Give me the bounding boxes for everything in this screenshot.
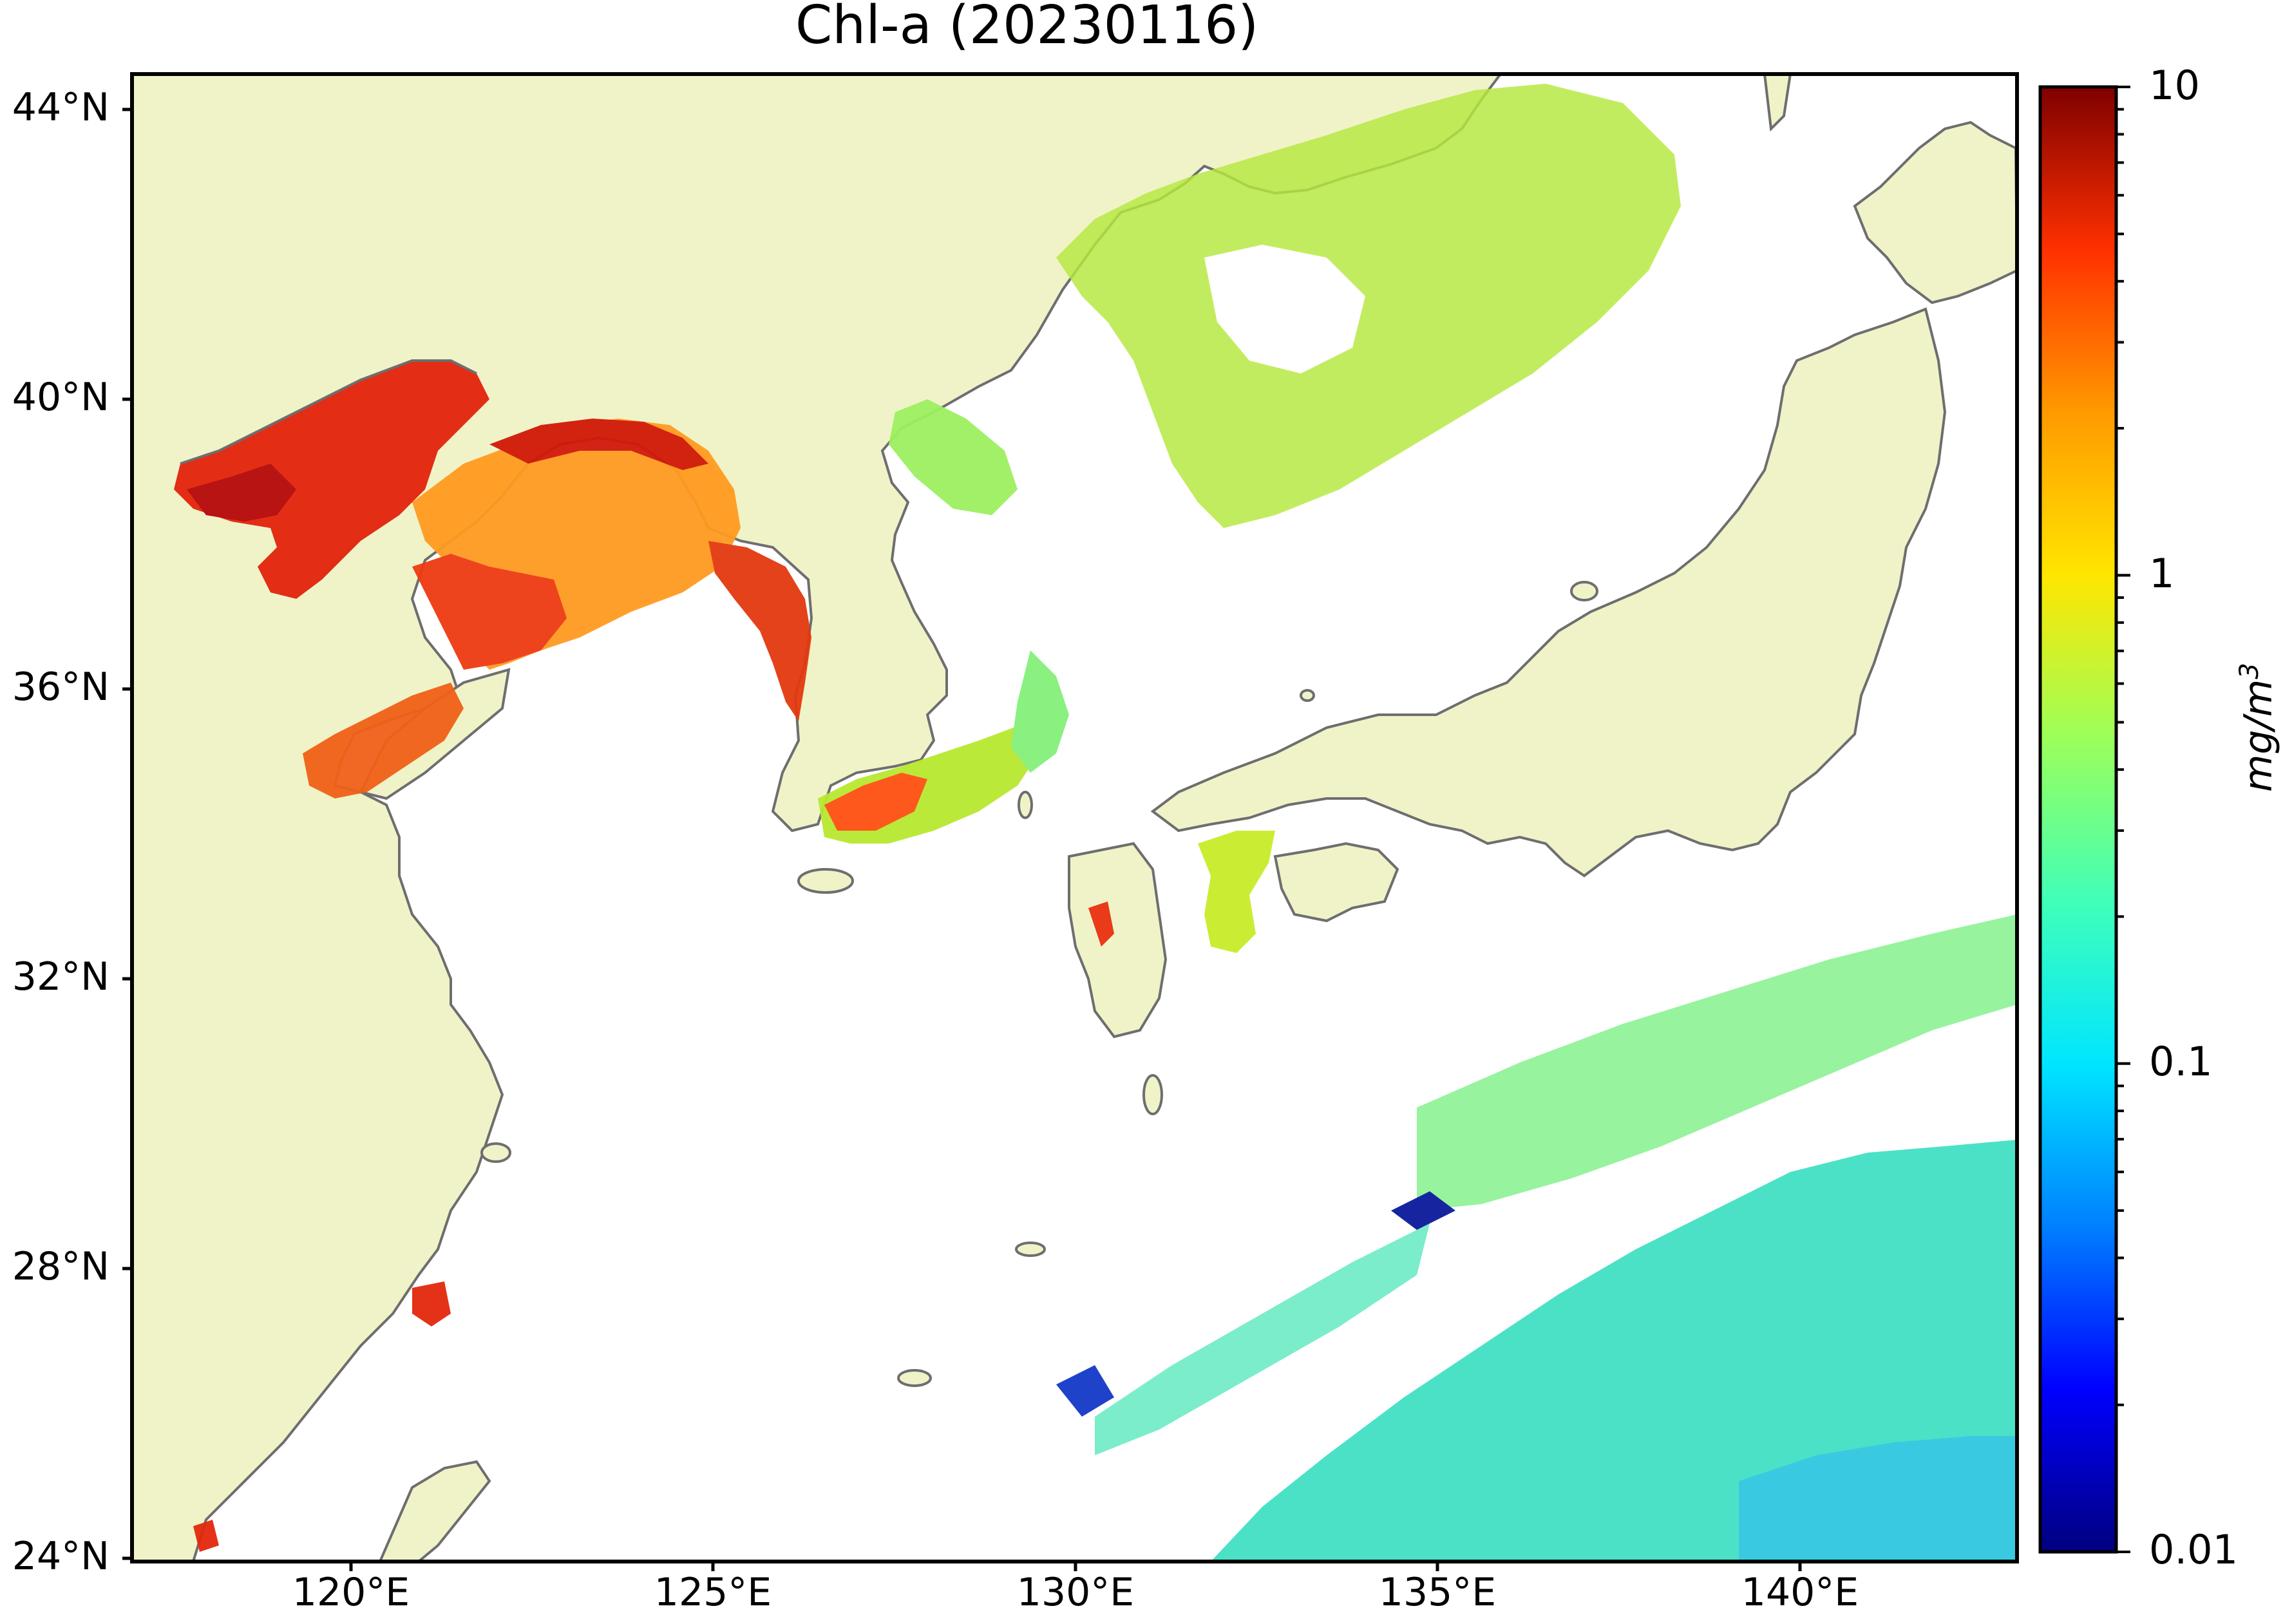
lon-label-120: 120°E (292, 1570, 410, 1615)
chl-deep-blue-streak (1391, 1191, 1455, 1230)
colorbar-unit-base: mg/m (2236, 679, 2281, 792)
chl-pacific-blue (1739, 1436, 2017, 1562)
land-mainland-asia (132, 74, 1502, 1562)
chl-bay-strait (412, 554, 567, 670)
lon-label-130: 130°E (1016, 1570, 1135, 1615)
map-title: Chl-a (20230116) (795, 0, 1259, 56)
colorbar-unit-exponent: 3 (2235, 663, 2264, 679)
chlorophyll-layer (174, 84, 2017, 1562)
map-layers (132, 74, 2017, 1562)
chl-liaodong-coast (489, 419, 708, 470)
lat-label-44: 44°N (12, 85, 109, 130)
land-oki (1300, 689, 1315, 702)
chl-ariake-bay (1088, 902, 1114, 947)
land-tanegashima (1142, 1074, 1163, 1115)
land-honshu (1150, 307, 1947, 878)
chl-east-korea-coast (1011, 650, 1069, 773)
land-shikoku (1273, 842, 1399, 923)
chl-bohai-inner (187, 464, 296, 522)
colorbar-label-10: 10 (2149, 62, 2200, 109)
colorbar-unit: mg/m3 (2235, 663, 2281, 792)
colorbar-label-0-1: 0.1 (2149, 1038, 2213, 1085)
land-taiwan (378, 1460, 491, 1562)
lat-label-24: 24°N (12, 1534, 109, 1579)
chl-kuroshio-band (1417, 914, 2017, 1211)
colorbar-label-0-01: 0.01 (2149, 1526, 2239, 1573)
chl-fujian-patch (193, 1520, 219, 1552)
lon-label-125: 125°E (654, 1570, 772, 1615)
land-sado (1570, 581, 1598, 601)
chl-sea-of-japan-north (1056, 84, 1681, 528)
coastline-bohai (180, 359, 477, 465)
land-kyushu (1068, 842, 1168, 1039)
colorbar (2040, 87, 2116, 1552)
chl-bohai-sea (174, 361, 489, 599)
chl-shandong-south (303, 683, 464, 798)
lat-label-36: 36°N (12, 665, 109, 710)
lon-label-135: 135°E (1378, 1570, 1497, 1615)
chl-scattered-band (1095, 1223, 1430, 1455)
land-okinawa (897, 1369, 932, 1387)
colorbar-frame (2038, 85, 2118, 1554)
land-amami (1015, 1242, 1046, 1257)
lat-ticks (122, 108, 132, 1560)
chl-west-korea-coast (708, 541, 811, 721)
chl-sea-of-japan-green (1204, 245, 1365, 373)
lat-label-32: 32°N (12, 954, 109, 999)
land-tsushima (1018, 791, 1033, 819)
colorbar-label-1: 1 (2149, 550, 2175, 597)
land-sakhalin (1763, 74, 1792, 132)
chl-seto-inland-sea (1198, 831, 1275, 953)
lon-label-140: 140°E (1741, 1570, 1859, 1615)
colorbar-ticks (2116, 86, 2130, 1553)
lat-label-28: 28°N (12, 1244, 109, 1289)
lon-ticks (349, 1562, 1802, 1571)
chl-korea-south-red (824, 773, 927, 831)
chl-east-korea-bay (889, 399, 1018, 515)
chl-zhejiang-patch (412, 1281, 451, 1327)
chl-south-blue-streak (1056, 1365, 1114, 1417)
lat-label-40: 40°N (12, 375, 109, 420)
land-layer (132, 74, 2017, 1562)
land-jeju (797, 868, 854, 894)
land-zhoushan (480, 1142, 511, 1163)
